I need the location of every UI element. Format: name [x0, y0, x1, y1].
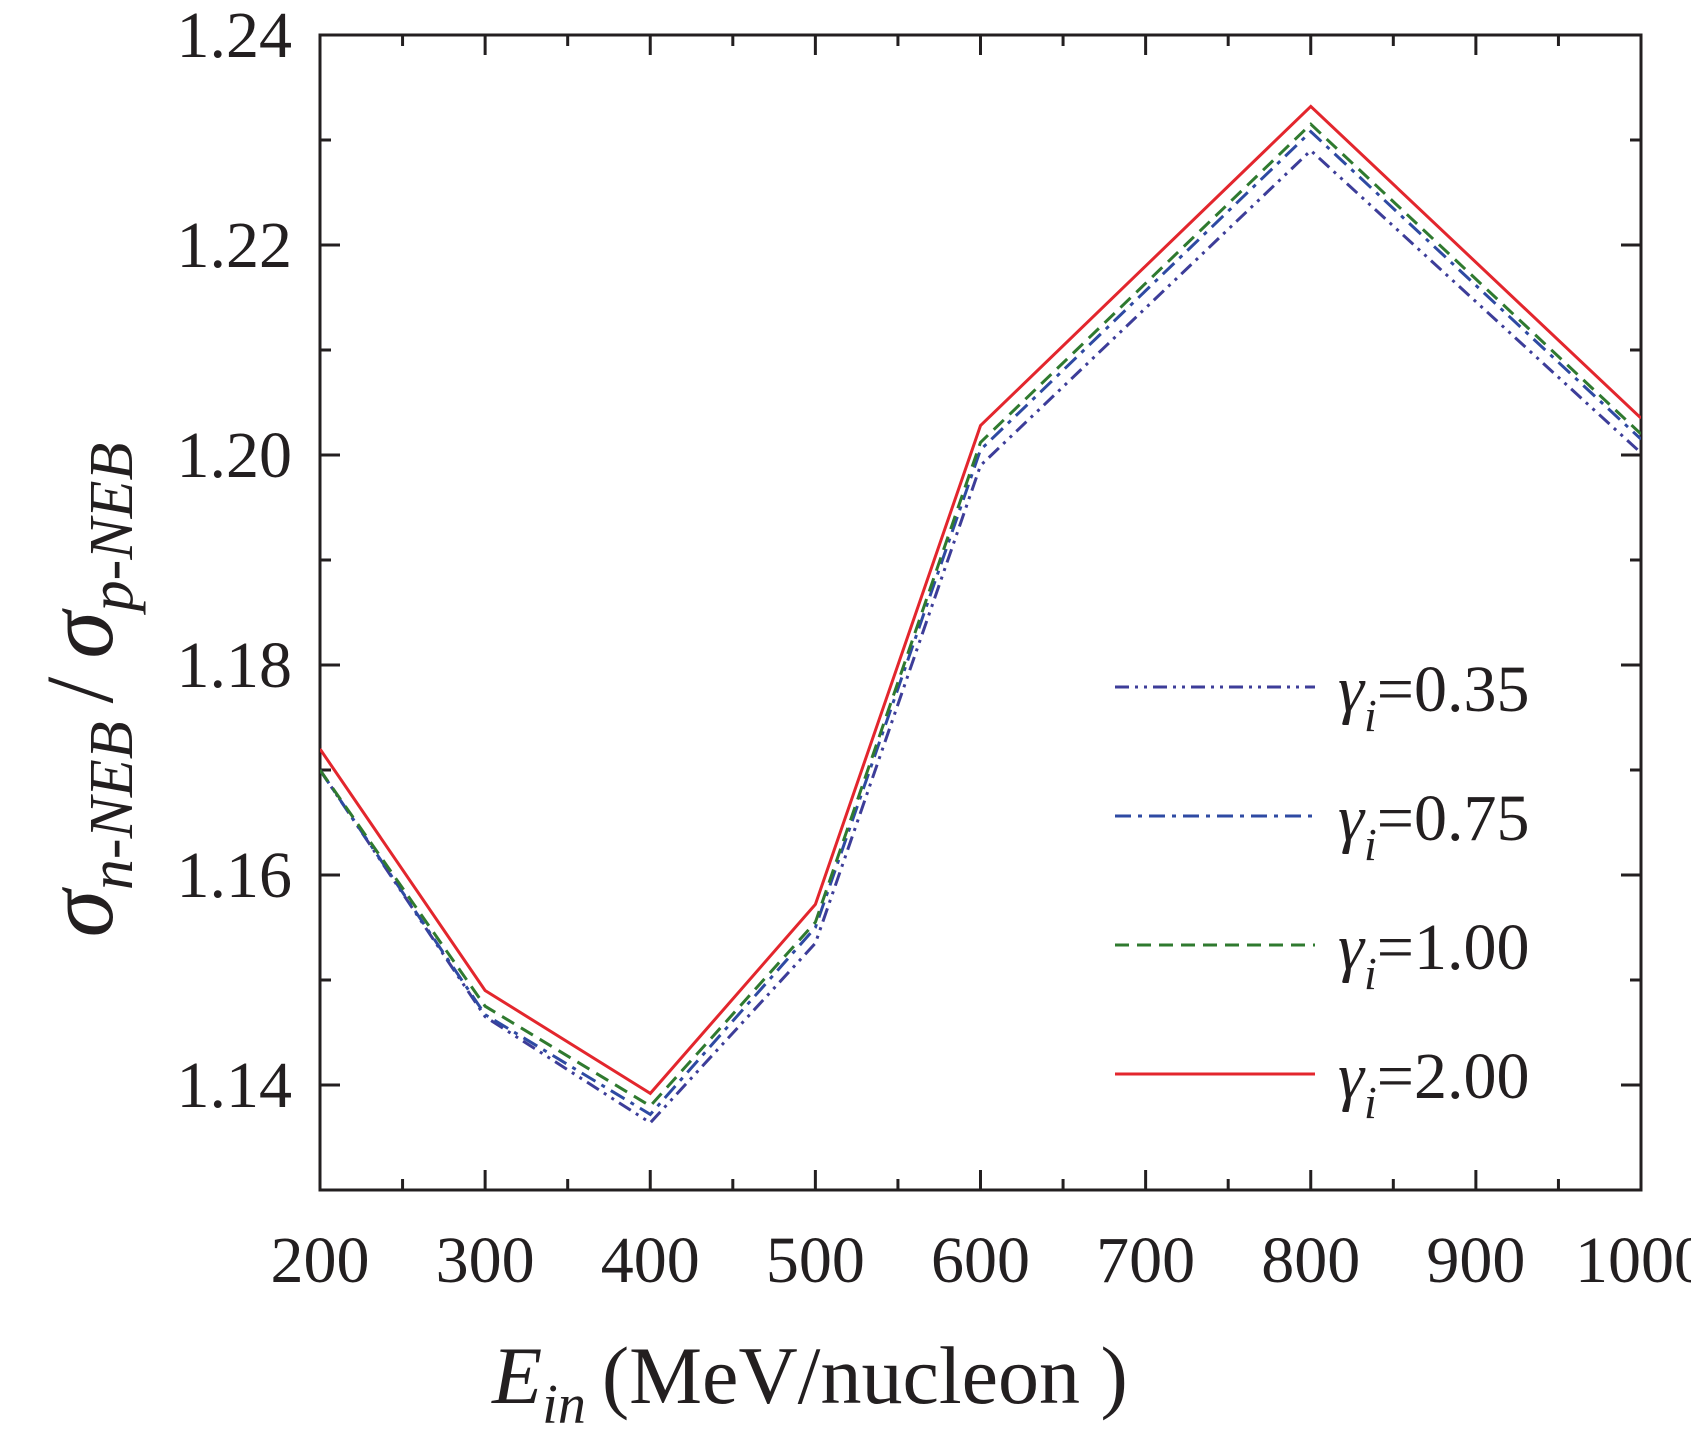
series-line-0 — [320, 148, 1641, 1125]
legend-label-3: γi=2.00 — [1338, 1040, 1530, 1128]
y-tick-label: 1.14 — [177, 1049, 293, 1122]
y-axis-slash: / — [26, 676, 133, 703]
x-axis-title: Ein (MeV/nucleon ) — [491, 1330, 1128, 1429]
x-axis-unit: (MeV/nucleon ) — [602, 1330, 1128, 1421]
y-axis-num-subscript: n-NEB — [78, 721, 146, 890]
y-tick-label: 1.24 — [177, 0, 293, 72]
x-tick-label: 300 — [436, 1224, 535, 1297]
x-tick-label: 800 — [1261, 1224, 1360, 1297]
y-axis-num-symbol: σ — [26, 886, 133, 937]
legend-symbol: γ — [1338, 911, 1366, 984]
legend-symbol: γ — [1338, 1040, 1366, 1113]
legend-subscript: i — [1364, 819, 1377, 870]
legend-subscript: i — [1364, 948, 1377, 999]
legend-subscript: i — [1364, 1077, 1377, 1128]
legend-subscript: i — [1364, 690, 1377, 741]
x-tick-labels: 200 300 400 500 600 700 800 900 1000 — [271, 1224, 1691, 1297]
legend-value: =0.35 — [1377, 653, 1530, 726]
plot-frame — [318, 33, 1643, 1192]
x-tick-label: 700 — [1096, 1224, 1195, 1297]
legend-label-0: γi=0.35 — [1338, 653, 1530, 741]
legend-value: =2.00 — [1377, 1040, 1530, 1113]
y-axis-den-symbol: σ — [26, 608, 133, 659]
x-tick-label: 1000 — [1575, 1224, 1691, 1297]
y-tick-label: 1.22 — [177, 209, 293, 282]
y-tick-labels: 1.14 1.16 1.18 1.20 1.22 1.24 — [177, 0, 293, 1122]
x-tick-label: 200 — [271, 1224, 370, 1297]
y-tick-label: 1.16 — [177, 839, 293, 912]
series-line-2 — [320, 122, 1641, 1108]
axes — [318, 33, 1643, 1192]
legend-label-2: γi=1.00 — [1338, 911, 1530, 999]
x-tick-label: 600 — [931, 1224, 1030, 1297]
legend-value: =0.75 — [1377, 782, 1530, 855]
legend-label-1: γi=0.75 — [1338, 782, 1530, 870]
series-line-1 — [320, 129, 1641, 1117]
x-tick-label: 400 — [601, 1224, 700, 1297]
x-axis-subscript: in — [542, 1374, 586, 1429]
series-line-3 — [320, 104, 1641, 1096]
legend-value: =1.00 — [1377, 911, 1530, 984]
y-axis-title: σn-NEB/σp-NEB — [26, 443, 146, 938]
y-tick-label: 1.18 — [177, 629, 293, 702]
x-tick-label: 900 — [1426, 1224, 1525, 1297]
y-axis-den-subscript: p-NEB — [78, 443, 146, 616]
legend-symbol: γ — [1338, 782, 1366, 855]
series-lines — [320, 104, 1641, 1125]
x-tick-label: 500 — [766, 1224, 865, 1297]
x-axis-symbol: E — [491, 1330, 542, 1421]
legend-symbol: γ — [1338, 653, 1366, 726]
y-tick-label: 1.20 — [177, 419, 293, 492]
